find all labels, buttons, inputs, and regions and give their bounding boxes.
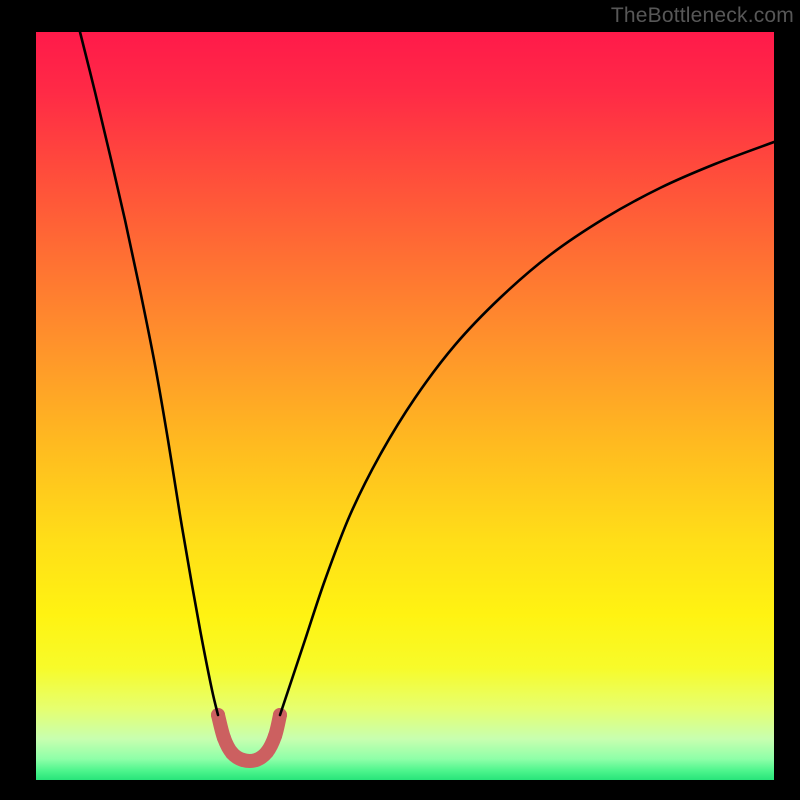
valley-dot-3 <box>236 753 250 767</box>
watermark-text: TheBottleneck.com <box>611 4 794 28</box>
bottleneck-chart <box>0 0 800 800</box>
valley-dot-1 <box>217 731 231 745</box>
valley-dot-6 <box>268 729 282 743</box>
plot-background <box>36 32 774 780</box>
chart-stage: TheBottleneck.com <box>0 0 800 800</box>
valley-dot-5 <box>260 745 274 759</box>
